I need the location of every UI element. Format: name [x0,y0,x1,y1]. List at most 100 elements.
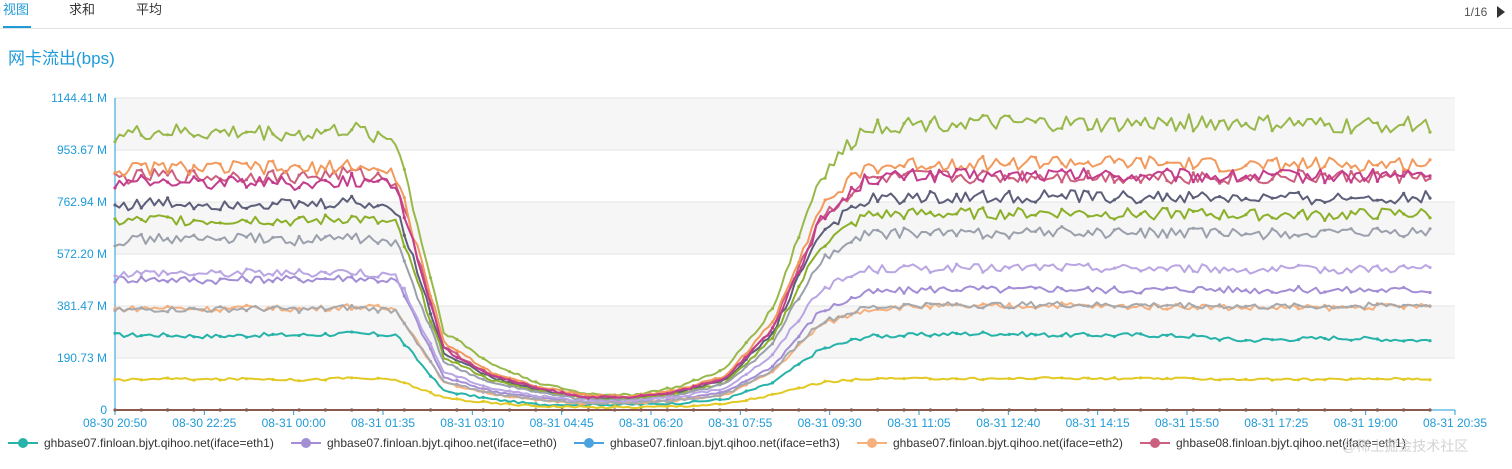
series-point [1270,196,1274,200]
series-point [1139,157,1143,161]
y-tick-label: 0 [100,403,107,417]
series-point [744,341,748,345]
series-point [218,208,222,212]
series-point [823,346,827,350]
series-point [770,353,775,357]
series-point [1349,377,1353,381]
series-point [981,330,985,334]
series-point [981,169,985,173]
series-point [902,377,906,381]
series-point [1086,304,1090,308]
series-point [1165,307,1169,311]
series-point [192,134,196,138]
series-point [1218,378,1222,382]
legend-next-arrow-icon[interactable] [1497,6,1505,18]
series-point [1112,228,1116,232]
series-point [481,395,485,399]
series-point [770,392,775,396]
series-point [560,408,564,412]
series-point [1139,173,1143,177]
series-point [192,175,196,179]
series-point [797,408,801,412]
series-point [902,408,906,412]
series-point [244,235,249,239]
series-point [350,275,354,279]
series-point [876,118,880,122]
series-point [823,253,827,257]
series-point [1191,376,1195,380]
series-point [1139,123,1143,127]
series-point [902,334,906,338]
series-point [1086,128,1090,132]
series-point [1323,123,1327,127]
series-point [218,270,222,274]
series-point [192,306,196,310]
series-point [849,296,854,300]
x-tick-label: 08-31 09:30 [798,416,862,430]
tab-view[interactable]: 视图 [3,0,31,28]
series-point [350,376,354,380]
series-point [981,285,985,289]
series-point [770,368,775,372]
series-point [350,128,354,132]
legend-swatch-icon [857,436,887,450]
series-point [770,336,775,340]
legend-label: ghbase07.finloan.bjyt.qihoo.net(iface=et… [893,436,1123,450]
series-point [1218,270,1222,274]
series-point [402,294,406,298]
tab-sum[interactable]: 求和 [69,2,96,17]
series-point [166,133,170,137]
series-point [823,309,827,313]
series-point [1402,167,1406,171]
series-point [297,268,301,272]
series-point [1060,193,1064,197]
legend-item[interactable]: ghbase07.finloan.bjyt.qihoo.net(iface=et… [8,430,274,456]
x-tick-label: 08-31 01:35 [351,416,415,430]
series-point [718,388,722,392]
tab-average[interactable]: 平均 [136,2,163,17]
series-point [350,330,354,334]
legend-item[interactable]: ghbase07.finloan.bjyt.qihoo.net(iface=et… [291,430,557,456]
series-point [218,305,222,309]
series-point [1060,161,1064,165]
series-point [534,380,538,384]
series-point [1165,192,1169,196]
series-point [376,333,380,338]
legend-item[interactable]: ghbase07.finloan.bjyt.qihoo.net(iface=et… [857,430,1123,456]
series-point [218,221,222,225]
series-point [113,274,117,278]
series-point [1033,286,1038,290]
series-point [1402,339,1406,343]
series-point [849,172,854,176]
series-point [402,196,406,200]
series-point [1086,169,1090,173]
series-point [981,113,985,118]
series-point [402,343,406,347]
series-point [928,377,932,381]
series-point [481,390,485,394]
series-point [1165,123,1169,127]
series-point [1139,332,1143,336]
series-point [271,408,275,412]
series-point [1139,200,1143,204]
series-point [507,402,512,406]
chart-title: 网卡流出(bps) [8,49,115,68]
series-point [928,120,932,124]
series-point [902,302,906,306]
series-point [1402,264,1406,268]
series-point [1323,172,1327,176]
series-point [218,334,222,338]
series-point [1191,269,1195,273]
series-point [218,408,222,412]
series-point [1218,179,1222,183]
series-point [166,408,170,412]
legend-item[interactable]: ghbase07.finloan.bjyt.qihoo.net(iface=et… [574,430,840,456]
series-point [586,393,591,397]
series-point [1007,176,1011,180]
legend-item[interactable]: ghbase08.finloan.bjyt.qihoo.net(iface=et… [1140,430,1406,456]
series-point [1007,266,1011,270]
series-point [586,405,591,409]
series-point [639,403,643,407]
series-point [1296,303,1301,307]
series-point [1060,180,1064,184]
